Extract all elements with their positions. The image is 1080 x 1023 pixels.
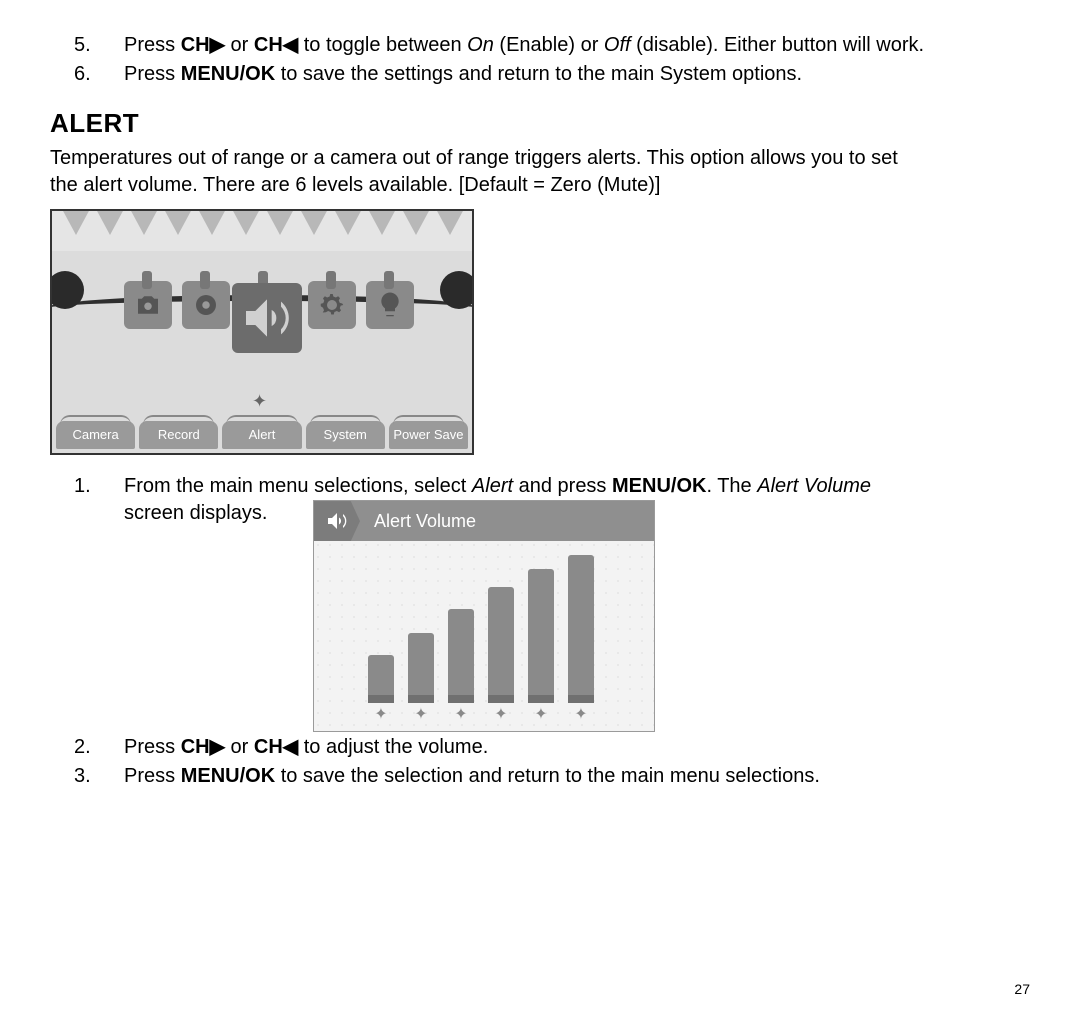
text: and press — [513, 475, 612, 497]
volume-bar — [528, 569, 554, 703]
figure-main-menu: ✦ CameraRecordAlertSystemPower Save — [50, 209, 930, 455]
text: (disable). Either button will work. — [631, 34, 924, 56]
text: to adjust the volume. — [298, 736, 488, 758]
menu-ok: MENU/OK — [181, 63, 275, 85]
volume-bar — [368, 655, 394, 703]
volume-bar — [488, 587, 514, 703]
bunting-flag — [266, 209, 294, 235]
text: or — [225, 736, 254, 758]
volume-marker: ✦ — [568, 704, 594, 726]
bunting-flag — [130, 209, 158, 235]
ch-right: CH▶ — [181, 34, 225, 56]
alert-volume-title: Alert Volume — [360, 509, 476, 533]
step-1: 1. From the main menu selections, select… — [50, 473, 930, 732]
alert-volume-body: ✦ ✦ ✦ ✦ ✦ ✦ — [314, 541, 654, 731]
list-num: 1. — [50, 473, 124, 732]
text: From the main menu selections, select — [124, 475, 472, 497]
text: to save the settings and return to the m… — [275, 63, 802, 85]
volume-bar — [568, 555, 594, 703]
alert-word: Alert — [472, 475, 513, 497]
ch-left: CH◀ — [254, 34, 298, 56]
menu-tab[interactable]: Power Save — [389, 421, 468, 449]
bunting-flag — [436, 209, 464, 235]
volume-markers: ✦ ✦ ✦ ✦ ✦ ✦ — [368, 704, 594, 726]
volume-marker: ✦ — [368, 704, 394, 726]
alert-description: Temperatures out of range or a camera ou… — [50, 145, 930, 199]
volume-bar — [448, 609, 474, 703]
bunting-flag — [164, 209, 192, 235]
text: to toggle between — [298, 34, 467, 56]
clothespin — [142, 271, 152, 289]
alert-volume-header: Alert Volume — [314, 501, 654, 541]
menu-tab[interactable]: System — [306, 421, 385, 449]
bunting-flag — [334, 209, 362, 235]
volume-marker: ✦ — [488, 704, 514, 726]
clothespin — [200, 271, 210, 289]
bunting — [52, 211, 472, 251]
menu-tab[interactable]: Alert — [222, 421, 301, 449]
volume-marker: ✦ — [528, 704, 554, 726]
figure-alert-volume: Alert Volume ✦ ✦ ✦ ✦ ✦ ✦ — [313, 500, 655, 732]
pointer-star: ✦ — [252, 389, 267, 413]
volume-marker: ✦ — [408, 704, 434, 726]
section-heading-alert: Alert — [50, 106, 930, 141]
text: or — [225, 34, 254, 56]
knot-right — [440, 271, 474, 309]
list-num: 3. — [50, 763, 124, 790]
list-body: Press CH▶ or CH◀ to toggle between On (E… — [124, 32, 930, 59]
text: screen displays. — [124, 502, 267, 524]
speaker-icon — [232, 283, 302, 353]
bunting-flag — [232, 209, 260, 235]
volume-bar — [408, 633, 434, 703]
text: Press — [124, 63, 181, 85]
text: . The — [706, 475, 757, 497]
menu-ok: MENU/OK — [181, 765, 275, 787]
text: Press — [124, 34, 181, 56]
alert-volume-word: Alert Volume — [757, 475, 871, 497]
clothespin — [384, 271, 394, 289]
bunting-flag — [62, 209, 90, 235]
text: Press — [124, 765, 181, 787]
step-2: 2. Press CH▶ or CH◀ to adjust the volume… — [50, 734, 930, 761]
list-num: 5. — [50, 32, 124, 59]
text: Press — [124, 736, 181, 758]
speaker-icon — [314, 501, 360, 541]
list-num: 2. — [50, 734, 124, 761]
bunting-flag — [96, 209, 124, 235]
list-body: From the main menu selections, select Al… — [124, 473, 930, 732]
alert-volume-screenshot: Alert Volume ✦ ✦ ✦ ✦ ✦ ✦ — [313, 500, 655, 732]
tab-bar: CameraRecordAlertSystemPower Save — [56, 421, 468, 449]
menu-tab[interactable]: Record — [139, 421, 218, 449]
bunting-flag — [368, 209, 396, 235]
text: (Enable) or — [494, 34, 604, 56]
on-label: On — [467, 34, 494, 56]
bunting-flag — [300, 209, 328, 235]
volume-marker: ✦ — [448, 704, 474, 726]
list-num: 6. — [50, 61, 124, 88]
list-body: Press MENU/OK to save the settings and r… — [124, 61, 930, 88]
menu-tab[interactable]: Camera — [56, 421, 135, 449]
list-item-6: 6. Press MENU/OK to save the settings an… — [50, 61, 930, 88]
list-body: Press MENU/OK to save the selection and … — [124, 763, 930, 790]
list-item-5: 5. Press CH▶ or CH◀ to toggle between On… — [50, 32, 930, 59]
menu-screenshot: ✦ CameraRecordAlertSystemPower Save — [50, 209, 474, 455]
bunting-flag — [402, 209, 430, 235]
menu-ok: MENU/OK — [612, 475, 706, 497]
step-3: 3. Press MENU/OK to save the selection a… — [50, 763, 930, 790]
bunting-flag — [198, 209, 226, 235]
text: to save the selection and return to the … — [275, 765, 820, 787]
off-label: Off — [604, 34, 631, 56]
ch-right: CH▶ — [181, 736, 225, 758]
ch-left: CH◀ — [254, 736, 298, 758]
clothespin — [326, 271, 336, 289]
volume-bars — [368, 555, 594, 703]
list-body: Press CH▶ or CH◀ to adjust the volume. — [124, 734, 930, 761]
page-number: 27 — [1014, 980, 1030, 999]
